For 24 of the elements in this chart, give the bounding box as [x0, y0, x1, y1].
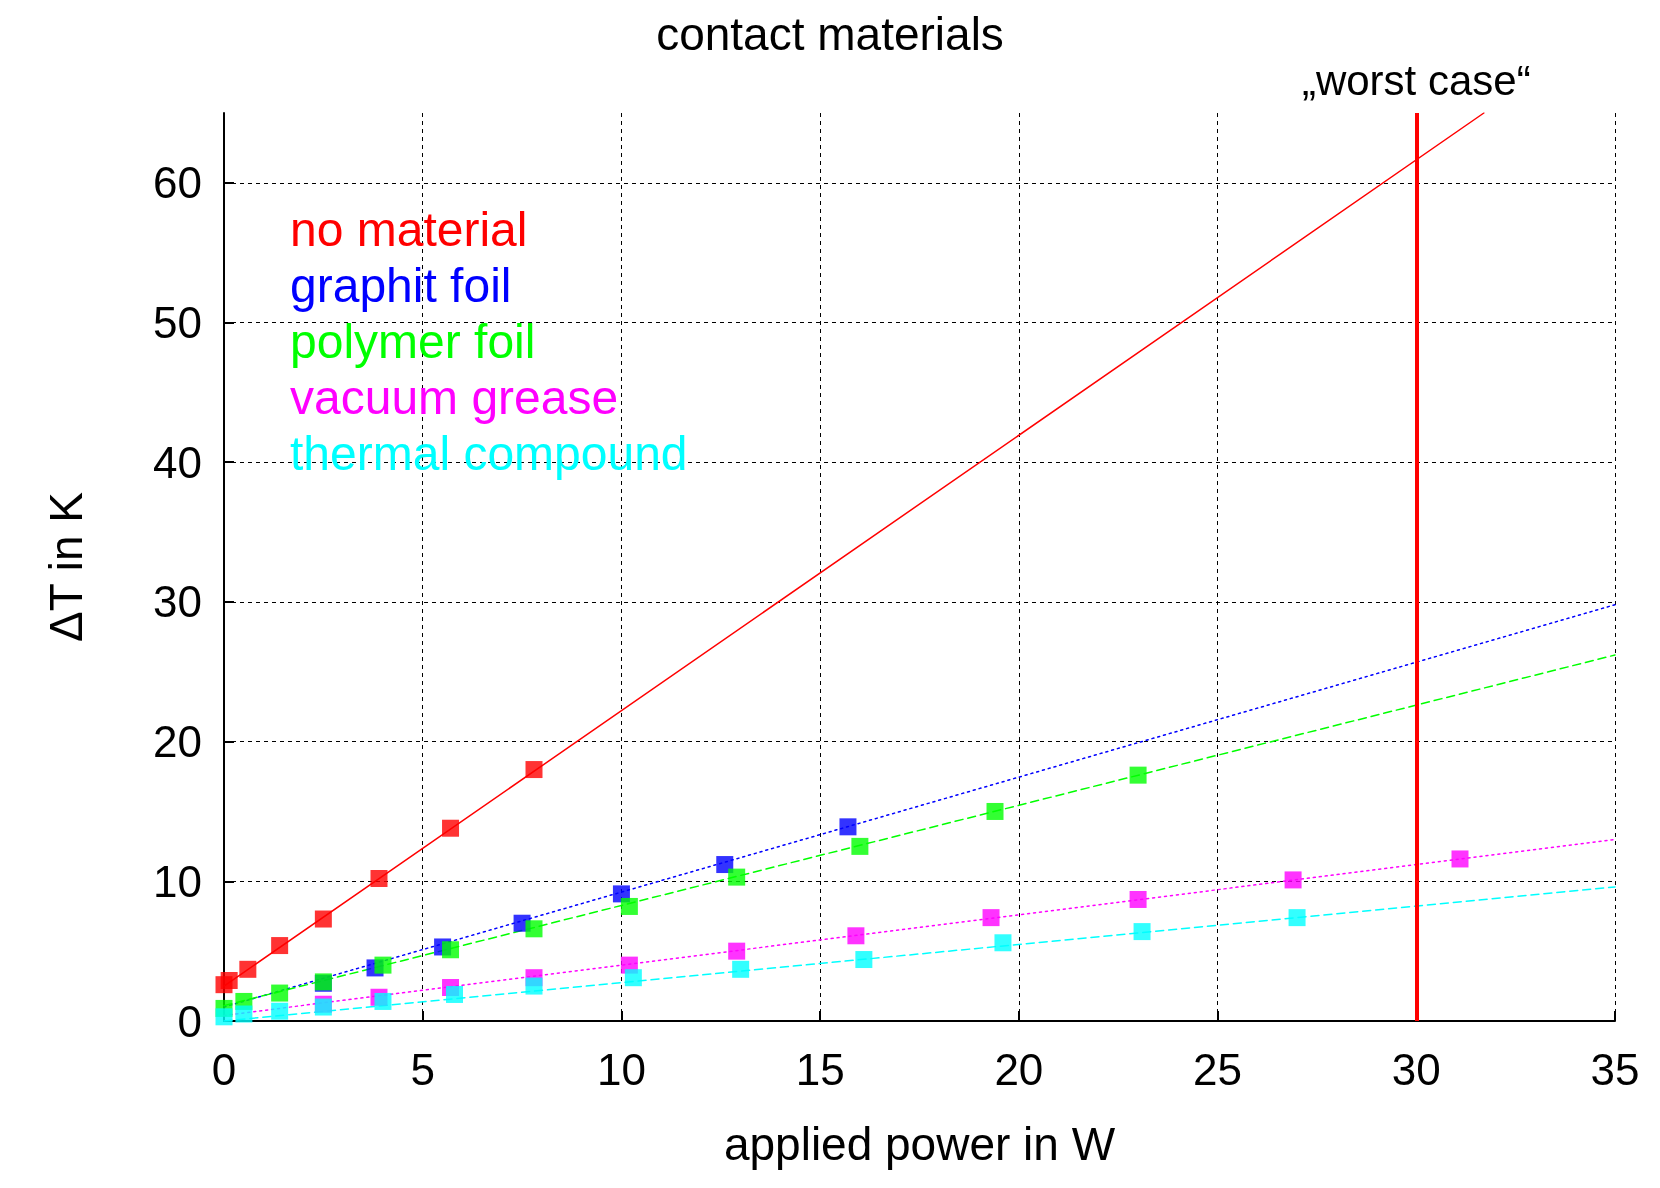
- chart-title: contact materials: [656, 8, 1004, 60]
- y-tick-label: 0: [177, 996, 202, 1046]
- x-tick-label: 0: [211, 1044, 237, 1094]
- x-tick-label: 25: [1193, 1044, 1243, 1094]
- x-tick-label: 5: [410, 1044, 435, 1094]
- y-tick-label: 10: [153, 856, 202, 906]
- x-tick-label: 35: [1590, 1044, 1640, 1094]
- y-tick-label: 20: [153, 717, 202, 767]
- x-tick-label: 15: [795, 1044, 845, 1094]
- ref-line-label: „worst case“: [1301, 56, 1531, 104]
- text: polymer foil: [290, 314, 536, 368]
- x-axis-title: applied power in W: [723, 1118, 1116, 1170]
- y-tick-label: 40: [153, 437, 202, 487]
- y-tick-label: 60: [153, 158, 202, 208]
- x-tick-label: 30: [1391, 1044, 1441, 1094]
- text: vacuum grease: [290, 370, 619, 424]
- x-tick-label: 10: [596, 1044, 646, 1094]
- y-tick-label: 30: [153, 577, 202, 627]
- text: graphit foil: [290, 258, 512, 312]
- y-tick-label: 50: [153, 298, 202, 348]
- x-tick-label: 20: [994, 1044, 1044, 1094]
- text: no material: [290, 202, 528, 256]
- y-axis-title: ΔT in K: [40, 491, 92, 643]
- text: thermal compound: [290, 426, 688, 480]
